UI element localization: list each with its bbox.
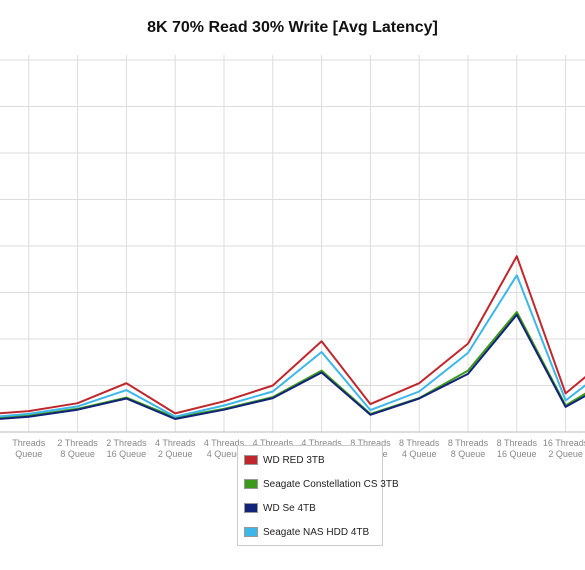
legend-item-seagate-constellation[interactable]: Seagate Constellation CS 3TB: [244, 477, 399, 491]
x-tick-label: 2 Queue: [158, 449, 193, 459]
legend-item-wd-se[interactable]: WD Se 4TB: [244, 501, 316, 515]
x-tick-label: 8 Threads: [497, 438, 538, 448]
legend-label: Seagate Constellation CS 3TB: [263, 478, 399, 490]
legend-swatch: [244, 479, 258, 489]
x-tick-label: Queue: [15, 449, 42, 459]
series-lines: [0, 255, 585, 420]
series-line-seagate-nas-hdd-4tb: [0, 274, 585, 418]
x-tick-label: 16 Queue: [497, 449, 537, 459]
legend-swatch: [244, 503, 258, 513]
x-tick-label: 4 Queue: [402, 449, 437, 459]
legend: WD RED 3TB Seagate Constellation CS 3TB …: [237, 445, 399, 546]
grid: [0, 55, 585, 432]
series-line-wd-se-4tb: [0, 313, 585, 420]
x-tick-label: 8 Queue: [451, 449, 486, 459]
x-tick-label: 2 Threads: [106, 438, 147, 448]
legend-item-seagate-nas[interactable]: Seagate NAS HDD 4TB: [244, 525, 369, 539]
legend-item-wd-red[interactable]: WD RED 3TB: [244, 453, 325, 467]
chart-title: 8K 70% Read 30% Write [Avg Latency]: [147, 19, 438, 36]
legend-swatch: [244, 455, 258, 465]
x-tick-label: 2 Threads: [57, 438, 98, 448]
x-tick-label: 8 Threads: [448, 438, 489, 448]
x-tick-label: 4 Threads: [155, 438, 196, 448]
x-tick-label: 8 Queue: [60, 449, 95, 459]
x-tick-label: 4 Threads: [253, 438, 294, 448]
x-tick-label: 4 Threads: [204, 438, 245, 448]
x-tick-label: 8 Threads: [399, 438, 440, 448]
x-tick-label: 16 Threads: [543, 438, 585, 448]
legend-label: WD RED 3TB: [263, 454, 325, 466]
x-tick-label: 4 Queue: [207, 449, 242, 459]
x-tick-label: 8 Threads: [350, 438, 391, 448]
legend-label: Seagate NAS HDD 4TB: [263, 526, 370, 538]
legend-swatch: [244, 527, 258, 537]
series-line-wd-red-3tb: [0, 255, 585, 415]
x-tick-label: 4 Threads: [301, 438, 342, 448]
x-tick-label: 16 Queue: [107, 449, 147, 459]
legend-label: WD Se 4TB: [263, 502, 316, 514]
x-tick-label: Threads: [12, 438, 46, 448]
x-tick-label: 2 Queue: [548, 449, 583, 459]
